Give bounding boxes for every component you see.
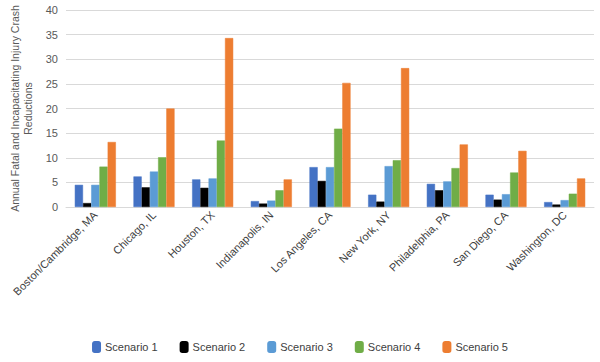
svg-text:Washington, DC: Washington, DC (504, 209, 569, 274)
svg-text:30: 30 (46, 53, 58, 65)
svg-text:40: 40 (46, 4, 58, 16)
svg-text:Scenario 3: Scenario 3 (280, 341, 333, 353)
svg-text:20: 20 (46, 103, 58, 115)
svg-text:Reductions: Reductions (22, 82, 34, 135)
svg-text:Boston/Cambridge, MA: Boston/Cambridge, MA (11, 208, 100, 297)
svg-text:5: 5 (52, 176, 58, 188)
svg-text:35: 35 (46, 29, 58, 41)
svg-text:Los Angeles, CA: Los Angeles, CA (268, 208, 334, 274)
svg-text:Chicago, IL: Chicago, IL (110, 209, 158, 257)
svg-text:25: 25 (46, 78, 58, 90)
svg-text:Scenario 4: Scenario 4 (368, 341, 421, 353)
svg-text:0: 0 (52, 201, 58, 213)
svg-text:Houston, TX: Houston, TX (165, 208, 217, 260)
svg-text:Philadelphia, PA: Philadelphia, PA (387, 208, 452, 273)
svg-text:15: 15 (46, 127, 58, 139)
svg-text:Annual Fatal and Incapacitatin: Annual Fatal and Incapacitating Injury C… (9, 5, 21, 212)
svg-text:Scenario 1: Scenario 1 (105, 341, 158, 353)
svg-text:Indianapolis, IN: Indianapolis, IN (214, 209, 276, 271)
svg-text:San Diego, CA: San Diego, CA (450, 208, 510, 268)
svg-text:Scenario 2: Scenario 2 (193, 341, 246, 353)
svg-text:10: 10 (46, 152, 58, 164)
svg-text:New York, NY: New York, NY (336, 208, 393, 265)
svg-text:Scenario 5: Scenario 5 (455, 341, 508, 353)
